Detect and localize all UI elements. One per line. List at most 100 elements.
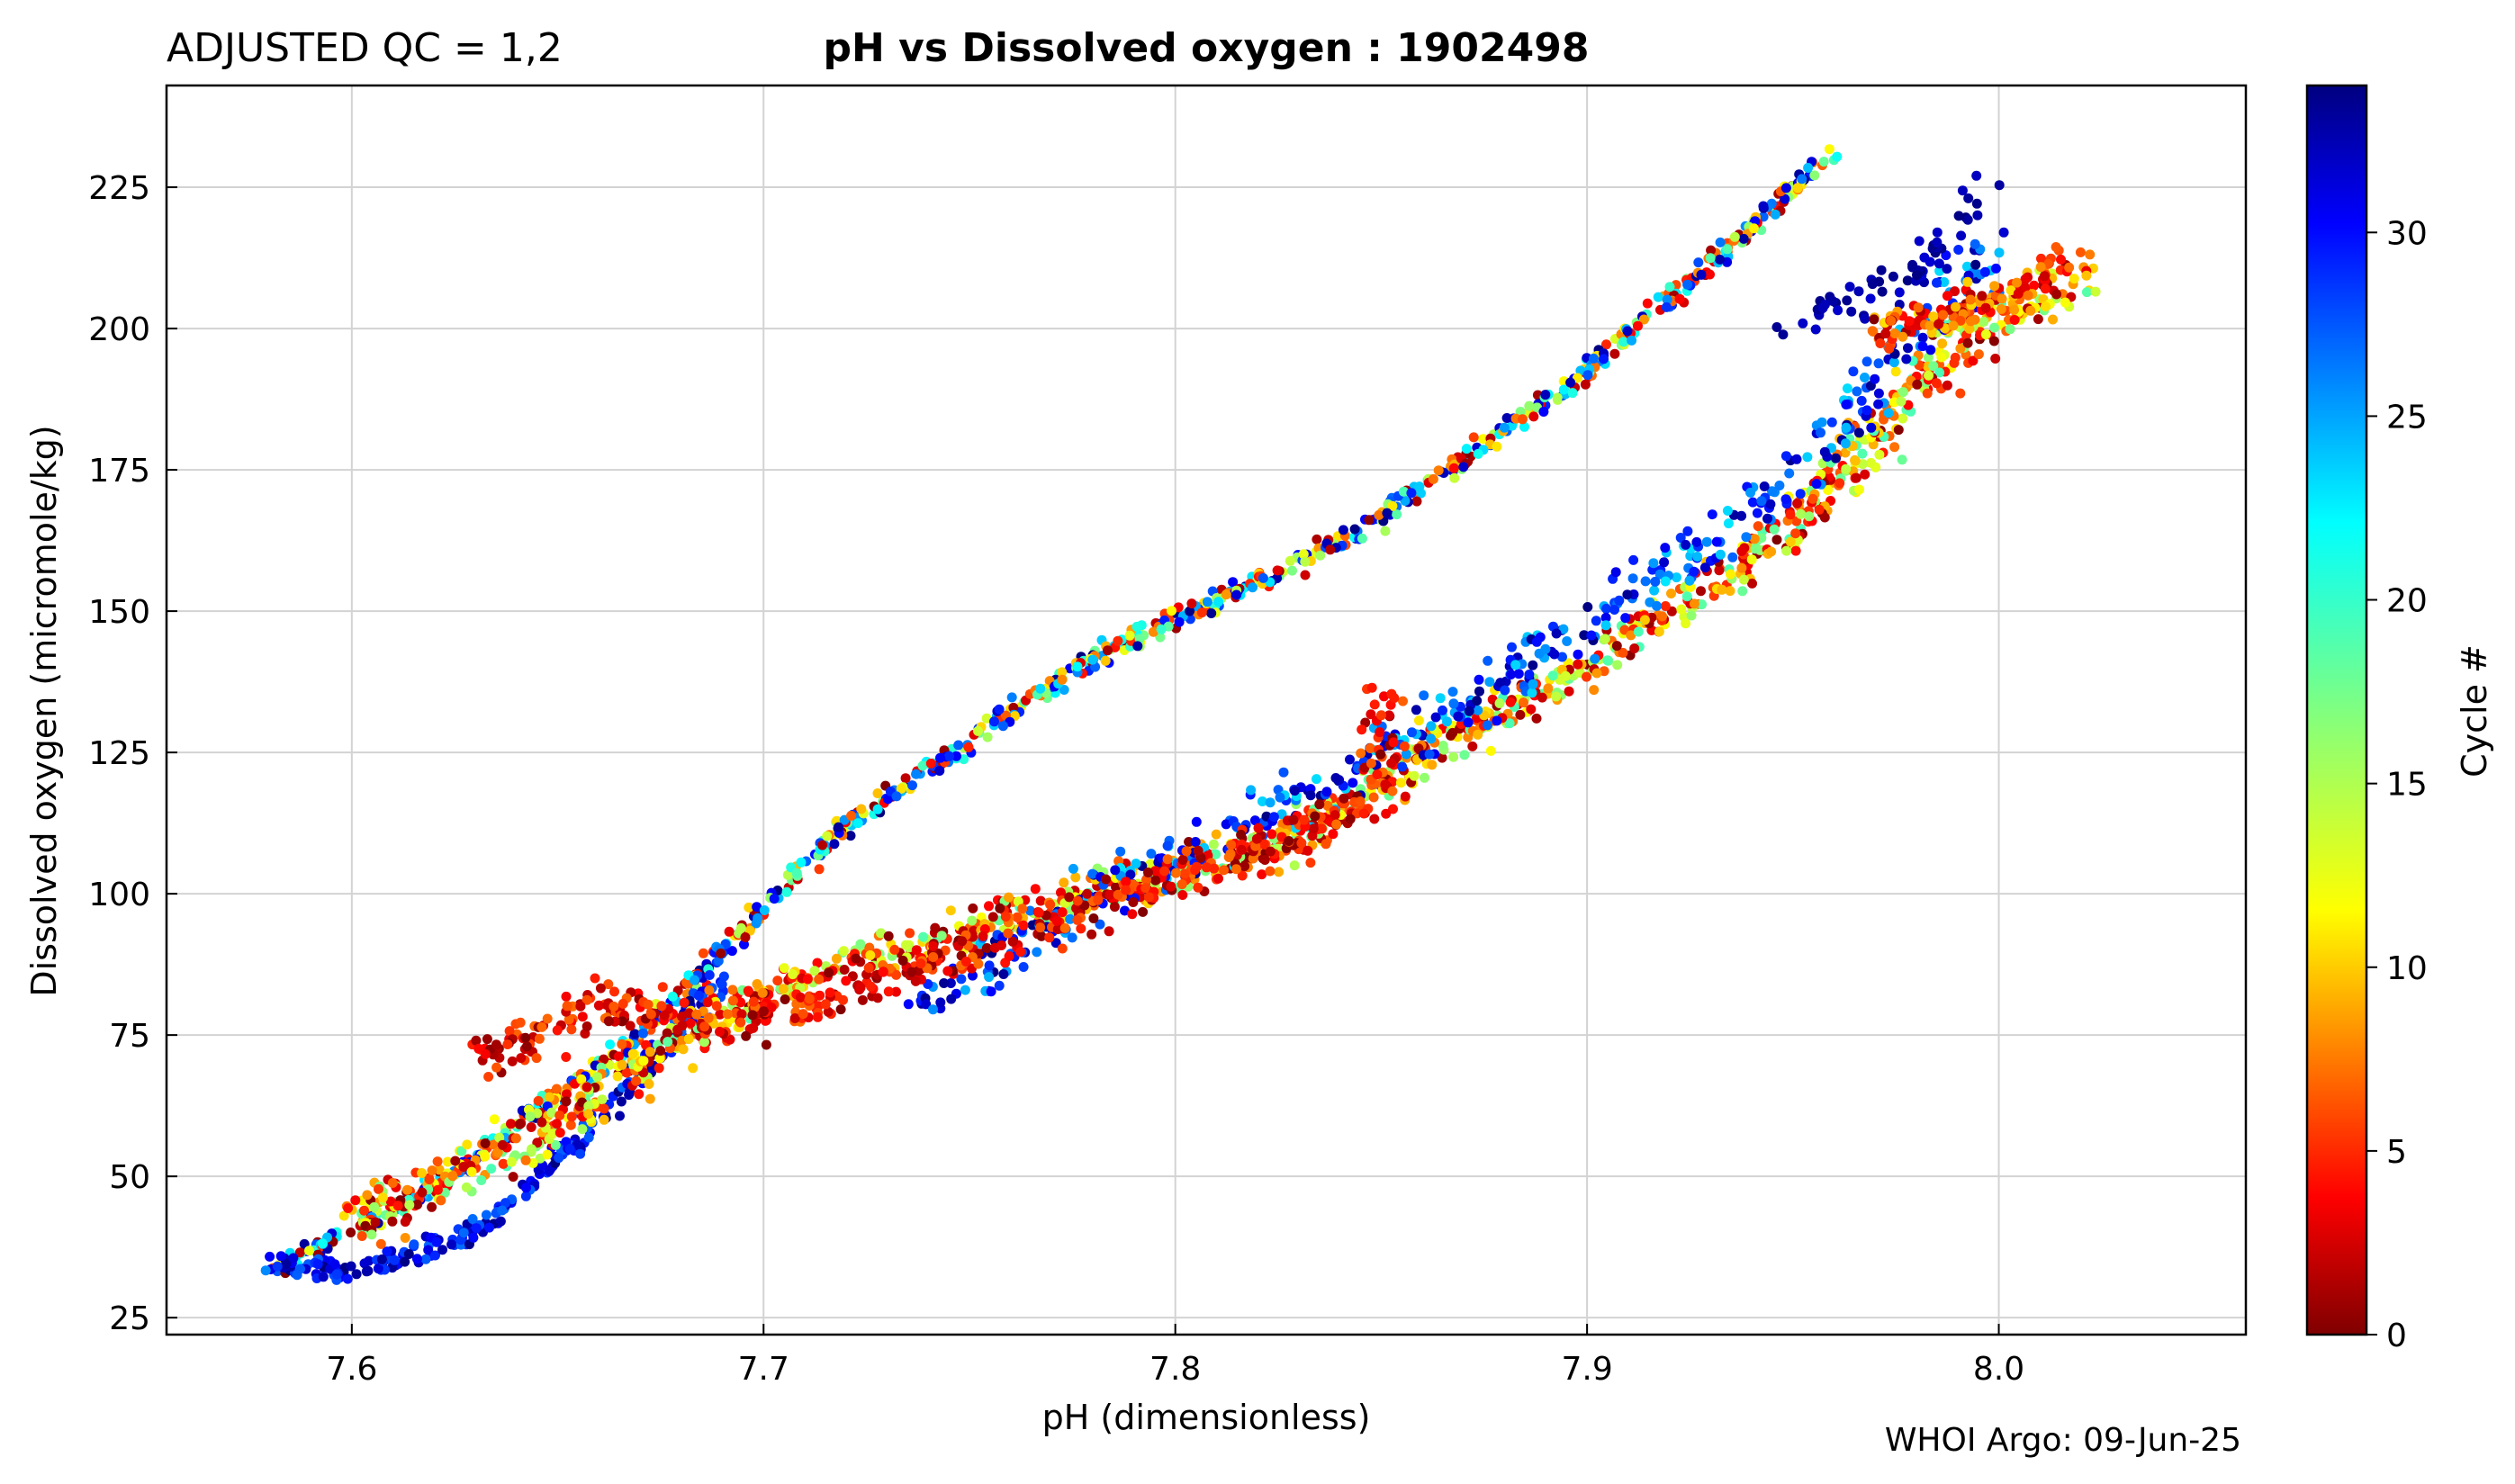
data-point — [1150, 875, 1161, 886]
data-point — [1767, 486, 1777, 497]
data-point — [1528, 660, 1538, 670]
data-point — [1965, 294, 1976, 305]
data-point — [891, 969, 902, 980]
data-point — [1856, 395, 1867, 406]
data-point — [1113, 889, 1123, 900]
data-point — [603, 1016, 614, 1027]
data-point — [583, 1109, 594, 1120]
data-point — [1842, 383, 1852, 394]
data-point — [1803, 163, 1814, 173]
data-point — [1213, 873, 1223, 884]
data-point — [852, 818, 863, 829]
data-point — [1923, 352, 1934, 363]
data-point — [1272, 565, 1283, 576]
data-point — [1928, 311, 1939, 322]
data-point — [497, 1205, 508, 1216]
data-point — [994, 704, 1005, 715]
data-point — [1819, 446, 1830, 457]
data-point — [566, 1111, 577, 1122]
colorbar-tick-label: 5 — [2386, 1134, 2407, 1171]
data-point — [1524, 670, 1535, 679]
data-point — [1428, 473, 1438, 484]
data-point — [1375, 727, 1385, 738]
data-point — [643, 999, 654, 1010]
data-point — [1148, 626, 1158, 637]
data-point — [1086, 929, 1097, 940]
data-point — [1059, 877, 1069, 888]
data-point — [631, 1075, 642, 1086]
data-point — [1131, 859, 1141, 869]
data-point — [1756, 496, 1767, 507]
data-point — [491, 1062, 502, 1073]
plot-area-frame — [165, 84, 2248, 1336]
data-point — [609, 986, 619, 997]
data-point — [1348, 778, 1358, 788]
data-point — [683, 1034, 694, 1044]
data-point — [1146, 849, 1157, 859]
data-point — [1736, 562, 1747, 573]
data-point — [275, 1251, 286, 1262]
data-point — [506, 1156, 517, 1167]
data-point — [480, 1048, 491, 1059]
data-point — [1736, 510, 1747, 521]
data-point — [1230, 864, 1241, 875]
data-point — [1483, 655, 1493, 666]
data-point — [377, 1192, 388, 1203]
data-point — [1249, 815, 1260, 826]
y-tick-label: 175 — [88, 453, 150, 490]
data-point — [1162, 841, 1173, 851]
data-point — [1948, 320, 1959, 331]
data-point — [2051, 289, 2062, 300]
data-point — [1540, 643, 1551, 654]
data-point — [1453, 711, 1464, 722]
colorbar-tick-label: 25 — [2386, 399, 2428, 436]
data-point — [866, 981, 876, 992]
data-point — [1692, 552, 1703, 562]
data-point — [2009, 315, 2020, 325]
data-point — [942, 966, 953, 976]
data-point — [1072, 895, 1083, 906]
data-point — [423, 1245, 434, 1255]
data-point — [527, 1144, 536, 1155]
data-point — [1528, 679, 1538, 689]
data-point — [1758, 211, 1769, 222]
data-point — [659, 1010, 670, 1021]
data-point — [1278, 767, 1289, 778]
data-point — [1507, 420, 1518, 431]
data-point — [1461, 444, 1472, 454]
data-point — [1601, 603, 1611, 614]
data-point — [1312, 534, 1322, 544]
data-point — [436, 1195, 446, 1206]
data-point — [1030, 884, 1041, 895]
data-point — [900, 773, 911, 784]
data-point — [748, 1022, 759, 1033]
data-point — [984, 960, 995, 971]
data-point — [1886, 315, 1897, 326]
data-point — [1236, 830, 1247, 840]
x-tick-label: 8.0 — [1973, 1351, 2024, 1388]
data-point — [1376, 710, 1386, 721]
data-point — [935, 752, 945, 763]
data-point — [1087, 868, 1098, 879]
data-point — [1499, 422, 1510, 433]
data-point — [863, 963, 874, 973]
data-point — [814, 974, 825, 985]
data-point — [1638, 314, 1649, 325]
data-point — [644, 1079, 654, 1089]
data-point — [2013, 288, 2024, 299]
data-point — [1884, 343, 1895, 354]
data-point — [1925, 345, 1936, 355]
chart-qc-label: ADJUSTED QC = 1,2 — [167, 25, 563, 71]
data-point — [2035, 262, 2046, 273]
data-point — [1409, 770, 1420, 781]
data-point — [1300, 570, 1311, 580]
data-point — [645, 1047, 655, 1057]
data-point — [431, 1237, 442, 1247]
data-point — [930, 922, 941, 933]
data-point — [1770, 209, 1780, 220]
data-point — [1964, 323, 1975, 334]
data-point — [1928, 361, 1939, 372]
data-point — [1722, 244, 1733, 255]
chart-title: pH vs Dissolved oxygen : 1902498 — [824, 25, 1590, 71]
data-point — [409, 1239, 419, 1250]
